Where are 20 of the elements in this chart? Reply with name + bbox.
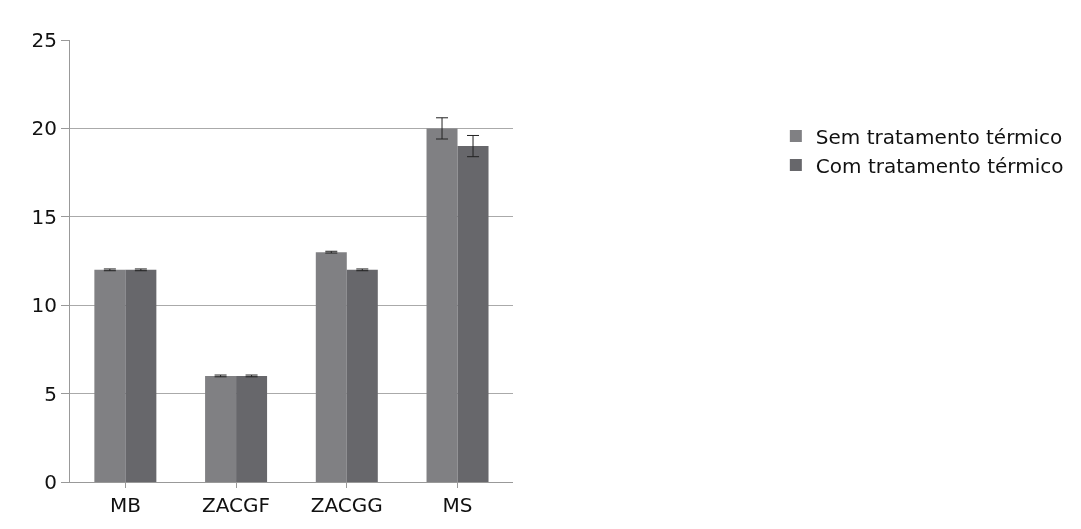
bar bbox=[205, 375, 237, 482]
bar bbox=[426, 128, 458, 482]
y-tick-label: 20 bbox=[31, 116, 57, 141]
y-tick-label: 15 bbox=[31, 204, 57, 229]
x-tick-label: ZACGF bbox=[202, 493, 271, 517]
legend-label: Sem tratamento térmico bbox=[815, 124, 1063, 149]
bar bbox=[94, 269, 126, 482]
bar bbox=[457, 146, 489, 482]
legend-label: Com tratamento térmico bbox=[815, 153, 1064, 178]
y-tick-label: 25 bbox=[31, 28, 57, 52]
bar bbox=[125, 269, 157, 482]
y-tick-label: 5 bbox=[44, 381, 57, 406]
bar bbox=[315, 252, 347, 482]
x-tick-label: MS bbox=[442, 493, 473, 517]
y-tick-label: 0 bbox=[44, 470, 57, 494]
x-tick-label: ZACGG bbox=[310, 493, 383, 517]
y-tick-label: 10 bbox=[31, 293, 57, 318]
bar bbox=[236, 375, 268, 482]
bar bbox=[346, 269, 378, 482]
x-tick-label: MB bbox=[109, 493, 141, 517]
